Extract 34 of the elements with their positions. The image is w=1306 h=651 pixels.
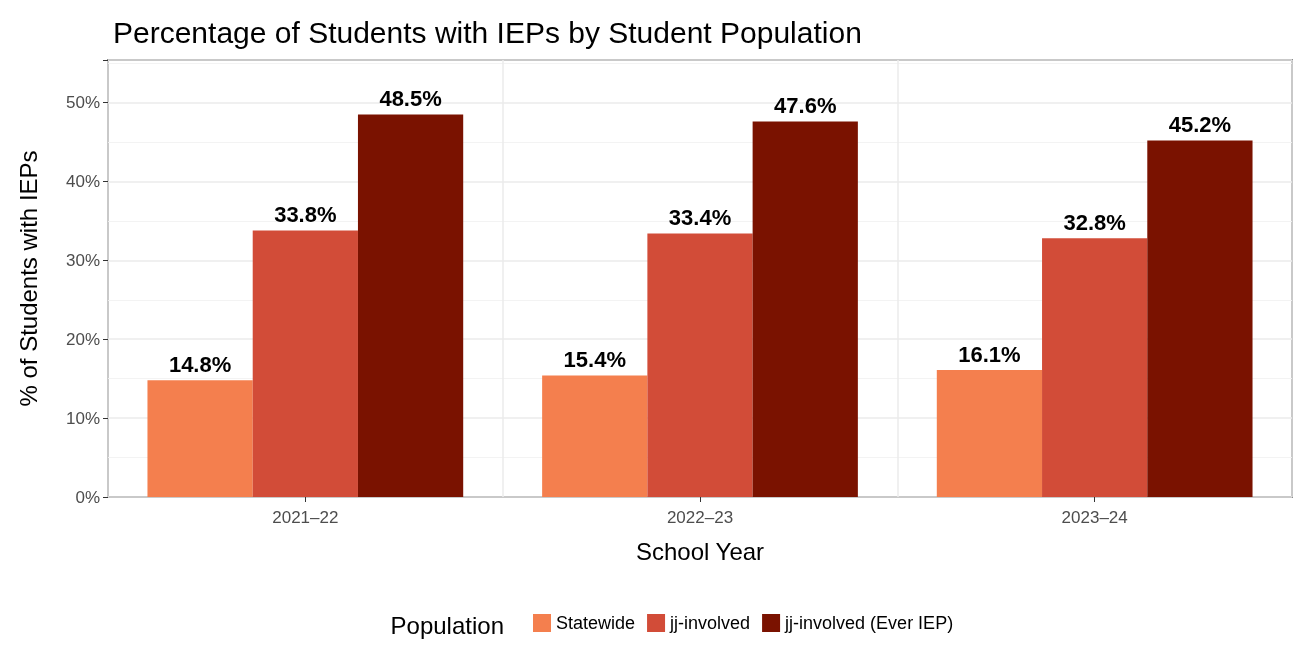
bar bbox=[357, 114, 464, 497]
bar bbox=[752, 121, 858, 497]
legend-label: Statewide bbox=[556, 613, 636, 633]
data-label: 15.4% bbox=[563, 347, 626, 373]
y-tick-label: 40% bbox=[65, 171, 100, 191]
data-label: 33.8% bbox=[274, 201, 337, 227]
data-label: 45.2% bbox=[1168, 111, 1232, 137]
bar bbox=[1042, 238, 1148, 497]
data-label: 16.1% bbox=[958, 341, 1021, 367]
data-label: 47.6% bbox=[774, 93, 837, 119]
bar bbox=[936, 370, 1043, 497]
y-tick-label: 10% bbox=[65, 408, 100, 428]
x-tick-label: 2023–24 bbox=[1061, 508, 1128, 527]
bar bbox=[252, 230, 358, 497]
legend-title: Population bbox=[390, 611, 505, 639]
bar bbox=[542, 375, 648, 497]
y-axis-title: % of Students with IEPs bbox=[14, 150, 42, 407]
y-tick-label: 50% bbox=[65, 93, 100, 113]
bar bbox=[1147, 140, 1253, 497]
y-tick-label: 20% bbox=[65, 329, 100, 349]
x-axis-title: School Year bbox=[635, 537, 765, 565]
x-tick-label: 2021–22 bbox=[272, 508, 339, 527]
data-label: 48.5% bbox=[379, 85, 442, 111]
data-label: 14.8% bbox=[168, 351, 232, 377]
legend-label: jj-involved bbox=[669, 613, 751, 633]
legend-label: jj-involved (Ever IEP) bbox=[784, 613, 954, 633]
bar bbox=[147, 380, 253, 497]
chart-title: Percentage of Students with IEPs by Student Population bbox=[113, 15, 862, 49]
bar bbox=[647, 233, 753, 497]
data-label: 33.4% bbox=[668, 205, 732, 231]
data-label: 32.8% bbox=[1063, 209, 1126, 235]
y-tick-label: 30% bbox=[65, 250, 100, 270]
x-tick-label: 2022–23 bbox=[666, 508, 734, 527]
y-tick-label: 0% bbox=[75, 487, 100, 507]
